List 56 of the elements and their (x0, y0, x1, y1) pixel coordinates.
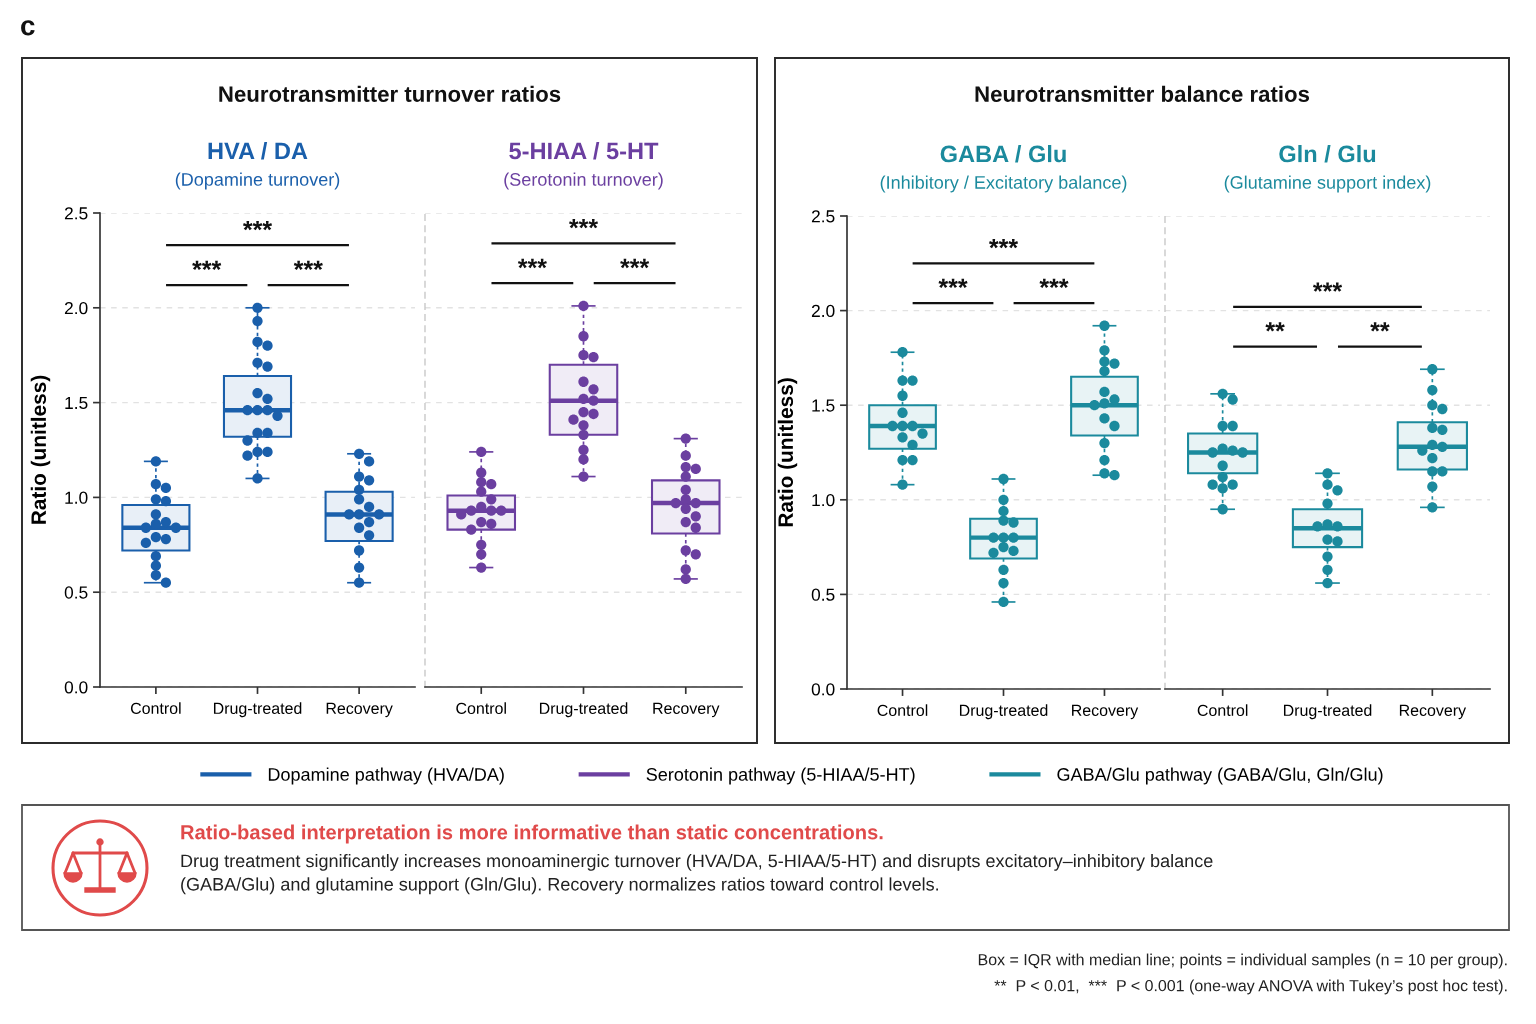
chart-title: 5-HIAA / 5-HT (509, 141, 659, 160)
legend-label: Dopamine pathway (HVA/DA) (268, 767, 504, 785)
annotation: *** (293, 260, 323, 271)
chart-subtitle: (Inhibitory / Excitatory balance) (880, 175, 1127, 193)
annotation: *** (192, 260, 222, 271)
x-tick-label: Drug-treated (1283, 704, 1372, 720)
y-tick-label: 0.0 (64, 681, 88, 694)
text: Neurotransmitter turnover ratios (219, 85, 561, 102)
y-tick-label: 0.5 (64, 586, 88, 599)
y-tick-label: 2.5 (64, 207, 88, 220)
text: Drug treatment significantly increases monoaminergic turnover (HVA/DA, 5-HIAA/5-HT) and disrupts excitatory–inhibitory balance (GABA/Glu) and glutamine support (Gln/Glu). Recovery normalizes ratios toward control levels. (181, 854, 1213, 895)
annotation: *** (1312, 282, 1343, 292)
y-tick-label: 2.0 (811, 304, 835, 318)
text: Box = IQR with median line; points = individual samples (n = 10 per group). (978, 953, 1507, 969)
legend-label: Serotonin pathway (5-HIAA/5-HT) (646, 767, 915, 785)
chart-subtitle: (Serotonin turnover) (504, 172, 663, 190)
chart-subtitle: (Dopamine turnover) (175, 172, 340, 190)
y-tick-label: 1.5 (812, 399, 835, 412)
x-tick-label: Drug-treated (213, 702, 302, 718)
annotation: *** (517, 258, 547, 269)
x-tick-label: Recovery (1072, 704, 1139, 720)
annotation: *** (988, 239, 1019, 249)
annotation: ** (1265, 322, 1285, 332)
annotation: *** (242, 220, 273, 231)
x-tick-label: Drug-treated (539, 702, 628, 718)
chart-title: HVA / DA (208, 141, 308, 160)
y-axis-title: Ratio (unitless) (777, 378, 798, 527)
text: ** P < 0.01, *** P < 0.001 (one-way ANOVA with Tukey’s post hoc test). (994, 979, 1507, 995)
y-tick-label: 1.0 (812, 493, 835, 507)
y-tick-label: 0.0 (811, 683, 835, 696)
chart-subtitle: (Glutamine support index) (1224, 175, 1431, 193)
y-tick-label: 1.0 (65, 491, 88, 504)
x-tick-label: Control (456, 702, 506, 715)
annotation: ** (1370, 322, 1390, 332)
y-tick-label: 1.5 (65, 396, 88, 410)
x-tick-label: Recovery (1399, 704, 1467, 720)
chart-title: GABA / Glu (940, 145, 1066, 163)
x-tick-label: Control (130, 702, 181, 715)
x-tick-label: Drug-treated (959, 704, 1048, 720)
y-tick-label: 2.5 (811, 210, 835, 223)
x-tick-label: Control (1197, 704, 1248, 717)
x-tick-label: Control (877, 704, 928, 717)
x-tick-label: Recovery (653, 702, 720, 718)
legend-label: GABA/Glu pathway (GABA/Glu, Gln/Glu) (1057, 767, 1383, 785)
text: Ratio-based interpretation is more informative than static concentrations. (181, 824, 883, 844)
y-tick-label: 0.5 (811, 588, 835, 601)
annotation: *** (1039, 278, 1069, 289)
annotation: *** (568, 219, 599, 229)
annotation: *** (938, 278, 968, 289)
x-tick-label: Recovery (326, 702, 393, 718)
y-axis-title: Ratio (unitless) (30, 375, 51, 524)
text: Neurotransmitter balance ratios (975, 85, 1310, 102)
chart-title: Gln / Glu (1279, 145, 1376, 163)
text: c (21, 20, 35, 36)
y-tick-label: 2.0 (64, 301, 88, 315)
annotation: *** (620, 258, 650, 269)
